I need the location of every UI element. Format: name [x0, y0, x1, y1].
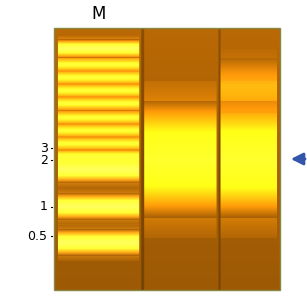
- Text: M: M: [92, 5, 106, 23]
- Text: 1: 1: [40, 200, 48, 214]
- Text: 3: 3: [40, 142, 48, 155]
- Text: 2: 2: [40, 153, 48, 167]
- Text: 0.5: 0.5: [28, 229, 48, 242]
- Bar: [54, 28, 280, 290]
